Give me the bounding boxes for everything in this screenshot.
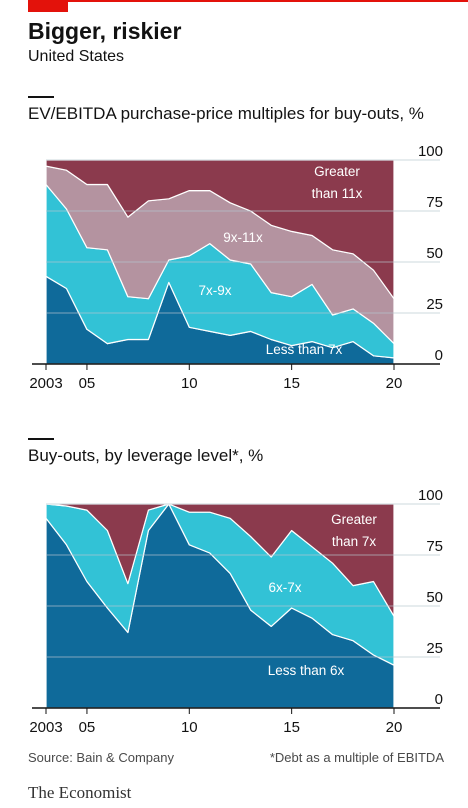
x-tick-label: 15 [283,719,300,736]
label-greater-than-11x-line2: than 11x [312,186,363,201]
page-title: Bigger, riskier [28,18,182,44]
y-tick-label: 25 [426,640,443,657]
label-7x-9x: 7x-9x [198,283,231,298]
footnote: *Debt as a multiple of EBITDA [269,750,444,765]
x-tick-label: 10 [181,375,198,392]
label-less-than-7x: Less than 7x [266,342,343,357]
y-tick-label: 0 [435,347,443,364]
label-greater-than-7x: Greater [331,512,377,527]
page-subtitle: United States [28,48,125,65]
y-tick-label: 75 [426,194,443,211]
y-tick-label: 100 [418,487,443,504]
brand-accent-bar [28,0,68,12]
source-note: Source: Bain & Company [28,750,174,765]
y-tick-label: 50 [426,245,443,262]
brand-name: The Economist [28,783,132,802]
x-tick-label: 20 [386,375,403,392]
label-greater-than-11x: Greater [314,164,360,179]
x-tick-label: 05 [79,375,96,392]
x-tick-label: 20 [386,719,403,736]
y-tick-label: 100 [418,143,443,160]
label-9x-11x: 9x-11x [223,230,263,245]
label-6x-7x: 6x-7x [268,580,301,595]
x-tick-label: 10 [181,719,198,736]
x-tick-label: 2003 [29,375,62,392]
y-tick-label: 25 [426,296,443,313]
chart1-title-rule [28,96,54,98]
chart2-title-rule [28,438,54,440]
y-tick-label: 50 [426,589,443,606]
y-tick-label: 75 [426,538,443,555]
top-rule [28,0,468,2]
chart1-title: EV/EBITDA purchase-price multiples for b… [28,104,424,123]
label-less-than-6x: Less than 6x [268,663,345,678]
chart2-title: Buy-outs, by leverage level*, % [28,446,264,465]
chart1-svg: 0 25 50 75 100 2003 05 10 15 20 Greater than 11x 9x-… [29,143,443,392]
y-tick-label: 0 [435,691,443,708]
x-tick-label: 05 [79,719,96,736]
chart2-svg: 0 25 50 75 100 2003 05 10 15 20 Greater than 7x 6x-7… [29,487,443,736]
x-tick-label: 15 [283,375,300,392]
x-tick-label: 2003 [29,719,62,736]
label-greater-than-7x-line2: than 7x [332,534,377,549]
